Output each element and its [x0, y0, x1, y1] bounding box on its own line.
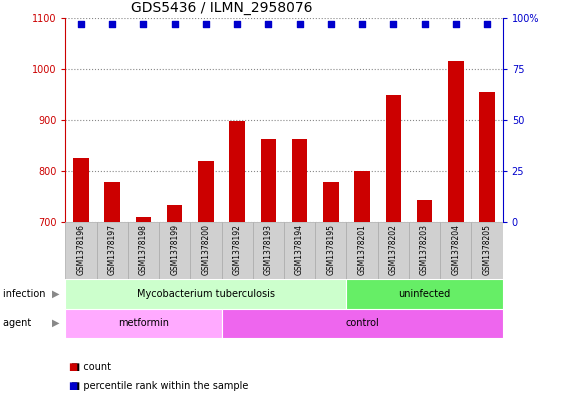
Bar [292, 139, 307, 222]
Bar [284, 222, 315, 279]
Point [451, 21, 460, 27]
Bar [136, 217, 151, 222]
Point [295, 21, 304, 27]
Text: GSM1378195: GSM1378195 [327, 224, 335, 275]
Bar [65, 222, 97, 279]
Text: ■ percentile rank within the sample: ■ percentile rank within the sample [71, 381, 248, 391]
Bar [386, 95, 401, 222]
Text: uninfected: uninfected [399, 289, 450, 299]
Bar [261, 139, 276, 222]
Bar [417, 200, 432, 222]
Point [76, 21, 86, 27]
Bar [159, 222, 190, 279]
Bar [346, 222, 378, 279]
Bar [323, 182, 339, 222]
Point [108, 21, 117, 27]
Point [202, 21, 211, 27]
Bar [222, 309, 503, 338]
Bar [97, 222, 128, 279]
Text: ▶: ▶ [52, 318, 60, 328]
Text: GSM1378203: GSM1378203 [420, 224, 429, 275]
Text: ■: ■ [68, 362, 77, 371]
Bar [440, 222, 471, 279]
Bar [65, 279, 346, 309]
Bar [65, 309, 222, 338]
Bar [315, 222, 346, 279]
Point [358, 21, 367, 27]
Text: metformin: metformin [118, 318, 169, 328]
Point [139, 21, 148, 27]
Bar [198, 161, 214, 222]
Bar [105, 182, 120, 222]
Bar [222, 222, 253, 279]
Bar [409, 222, 440, 279]
Text: infection: infection [3, 289, 48, 299]
Bar [378, 222, 409, 279]
Bar [190, 222, 222, 279]
Bar [128, 222, 159, 279]
Point [170, 21, 179, 27]
Text: GSM1378193: GSM1378193 [264, 224, 273, 275]
Text: GSM1378199: GSM1378199 [170, 224, 179, 275]
Text: GSM1378198: GSM1378198 [139, 224, 148, 275]
Bar [479, 92, 495, 222]
Text: GSM1378194: GSM1378194 [295, 224, 304, 275]
Point [483, 21, 492, 27]
Text: GSM1378192: GSM1378192 [233, 224, 241, 275]
Text: ■: ■ [68, 381, 77, 391]
Point [326, 21, 335, 27]
Bar [253, 222, 284, 279]
Text: GSM1378201: GSM1378201 [358, 224, 366, 275]
Bar [471, 222, 503, 279]
Text: control: control [345, 318, 379, 328]
Text: GSM1378204: GSM1378204 [452, 224, 460, 275]
Text: GDS5436 / ILMN_2958076: GDS5436 / ILMN_2958076 [131, 1, 312, 15]
Point [389, 21, 398, 27]
Text: agent: agent [3, 318, 34, 328]
Text: Mycobacterium tuberculosis: Mycobacterium tuberculosis [137, 289, 275, 299]
Text: ▶: ▶ [52, 289, 60, 299]
Text: ■ count: ■ count [71, 362, 111, 371]
Text: GSM1378197: GSM1378197 [108, 224, 116, 275]
Bar [346, 279, 503, 309]
Bar [229, 121, 245, 222]
Text: GSM1378205: GSM1378205 [483, 224, 491, 275]
Text: GSM1378200: GSM1378200 [202, 224, 210, 275]
Point [264, 21, 273, 27]
Point [420, 21, 429, 27]
Text: GSM1378196: GSM1378196 [77, 224, 85, 275]
Bar [73, 158, 89, 222]
Bar [448, 61, 463, 222]
Bar [354, 171, 370, 222]
Bar [167, 205, 182, 222]
Point [233, 21, 242, 27]
Text: GSM1378202: GSM1378202 [389, 224, 398, 275]
